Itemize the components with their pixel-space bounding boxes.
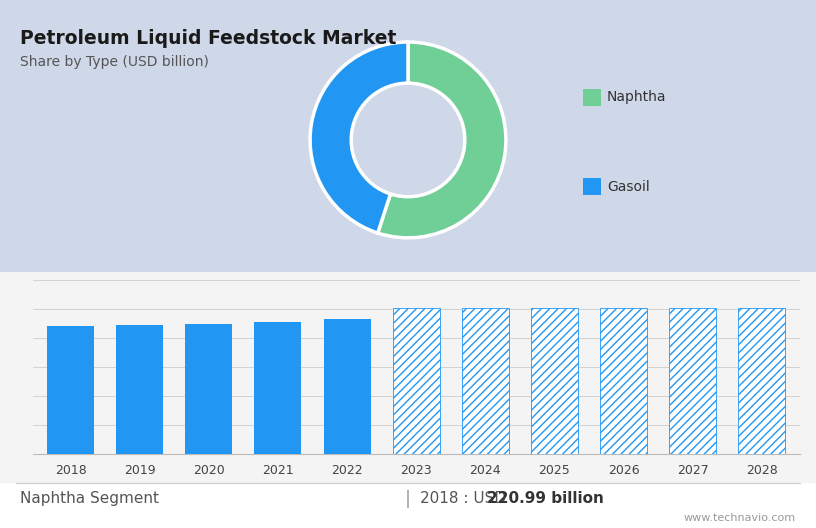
Bar (531, 308, 578, 454)
Bar (392, 308, 440, 454)
Text: 220.99 billion: 220.99 billion (487, 492, 604, 506)
Bar (116, 325, 163, 454)
Bar (669, 308, 716, 454)
Bar (185, 324, 233, 454)
Text: Gasoil: Gasoil (607, 180, 650, 194)
Bar (600, 308, 647, 454)
Bar (462, 308, 508, 454)
Text: |: | (405, 490, 411, 508)
Bar (738, 308, 785, 454)
Text: www.technavio.com: www.technavio.com (684, 514, 796, 523)
Bar (462, 308, 508, 454)
Text: Naphtha: Naphtha (607, 90, 667, 104)
Wedge shape (378, 42, 506, 238)
Bar (324, 319, 370, 454)
Bar (47, 326, 94, 454)
Bar (531, 308, 578, 454)
Text: Naphtha Segment: Naphtha Segment (20, 492, 159, 506)
Bar (392, 308, 440, 454)
Text: Share by Type (USD billion): Share by Type (USD billion) (20, 55, 209, 70)
Bar (600, 308, 647, 454)
Wedge shape (310, 42, 408, 233)
Text: 2018 : USD: 2018 : USD (420, 492, 512, 506)
Bar (669, 308, 716, 454)
Bar (255, 322, 301, 454)
Text: Petroleum Liquid Feedstock Market: Petroleum Liquid Feedstock Market (20, 29, 397, 48)
Bar (738, 308, 785, 454)
